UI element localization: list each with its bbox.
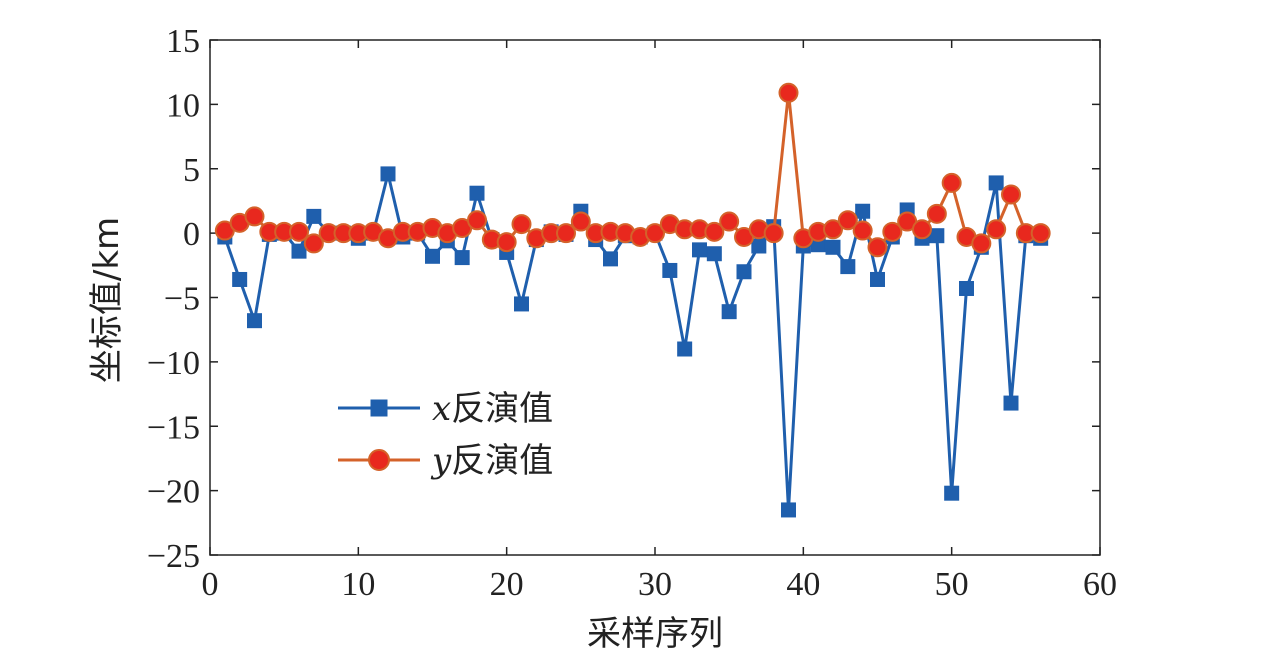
point-y-48 [912, 219, 932, 240]
point-x-53 [988, 175, 1004, 191]
point-y-43 [837, 210, 858, 231]
point-x-21 [514, 296, 529, 312]
point-x-6 [291, 243, 307, 259]
point-y-56 [1030, 223, 1051, 244]
point-x-49 [929, 228, 945, 244]
y-tick-label-3: 0 [183, 216, 200, 253]
y-axis-ticks: 15 10 5 0 −5 −10 −15 −20 −25 [147, 23, 1100, 575]
point-x-42 [825, 239, 841, 255]
legend-x-var: x [432, 389, 451, 429]
point-x-45 [870, 271, 885, 287]
point-x-27 [603, 251, 618, 267]
point-y-24 [556, 223, 576, 244]
x-tick-label-4: 40 [786, 566, 820, 603]
point-x-44 [855, 203, 871, 219]
y-tick-label-8: −25 [147, 538, 200, 575]
point-y-35 [719, 211, 740, 232]
x-axis-ticks: 0 10 20 30 40 50 60 [202, 40, 1117, 603]
point-y-45 [867, 237, 888, 258]
x-tick-label-3: 30 [638, 566, 672, 603]
y-tick-label-0: 15 [166, 23, 200, 60]
legend: x反演值 y反演值 [338, 389, 553, 481]
y-tick-label-4: −5 [164, 281, 200, 318]
point-y-50 [941, 172, 962, 193]
point-y-34 [704, 221, 725, 242]
point-y-6 [289, 221, 309, 242]
point-x-43 [840, 259, 856, 275]
x-axis-label: 采样序列 [587, 614, 723, 654]
point-x-3 [247, 313, 262, 329]
y-tick-label-6: −15 [147, 409, 200, 446]
x-tick-label-2: 20 [490, 566, 524, 603]
y-axis-label: 坐标值/km [87, 217, 127, 383]
x-tick-label-1: 10 [341, 566, 375, 603]
point-x-35 [721, 304, 737, 320]
legend-x-text: 反演值 [451, 389, 553, 429]
point-y-38 [763, 223, 784, 244]
y-tick-label-5: −10 [147, 345, 200, 382]
point-y-3 [244, 206, 265, 227]
x-tick-label-0: 0 [202, 566, 219, 603]
x-tick-label-5: 50 [935, 566, 969, 603]
point-y-21 [511, 214, 532, 235]
point-y-18 [467, 210, 487, 231]
point-y-39 [778, 82, 799, 103]
point-y-53 [986, 219, 1007, 240]
point-y-52 [971, 233, 992, 254]
point-x-31 [662, 262, 678, 278]
point-x-33 [692, 242, 707, 258]
point-x-2 [232, 271, 248, 287]
legend-x-label: x反演值 [432, 389, 553, 429]
series-y [214, 82, 1051, 258]
point-x-36 [736, 264, 752, 280]
legend-y-marker [368, 449, 390, 471]
point-y-20 [496, 232, 517, 253]
point-y-30 [645, 223, 665, 244]
y-tick-label-2: 5 [183, 152, 200, 189]
point-y-46 [882, 221, 903, 242]
point-y-44 [852, 220, 873, 241]
point-x-50 [944, 485, 960, 501]
point-y-49 [926, 203, 947, 224]
legend-y-label: y反演值 [430, 441, 553, 481]
point-y-25 [570, 211, 591, 232]
point-x-34 [706, 246, 722, 262]
point-x-7 [306, 208, 322, 224]
point-x-39 [781, 502, 796, 518]
y-tick-label-7: −20 [147, 474, 200, 511]
series-layer [214, 82, 1051, 518]
point-x-15 [425, 248, 440, 264]
point-x-51 [959, 280, 974, 296]
legend-y-text: 反演值 [451, 441, 553, 481]
point-x-32 [677, 341, 693, 357]
point-x-37 [751, 238, 767, 254]
legend-x-marker [370, 399, 388, 417]
point-x-18 [469, 185, 485, 201]
point-x-17 [454, 250, 470, 266]
point-x-12 [380, 166, 396, 182]
x-tick-label-6: 60 [1083, 566, 1117, 603]
point-y-42 [823, 219, 843, 240]
point-y-54 [1001, 184, 1021, 205]
y-tick-label-1: 10 [166, 87, 200, 124]
point-x-54 [1003, 395, 1019, 411]
point-y-7 [303, 233, 324, 254]
legend-y-var: y [430, 441, 452, 481]
